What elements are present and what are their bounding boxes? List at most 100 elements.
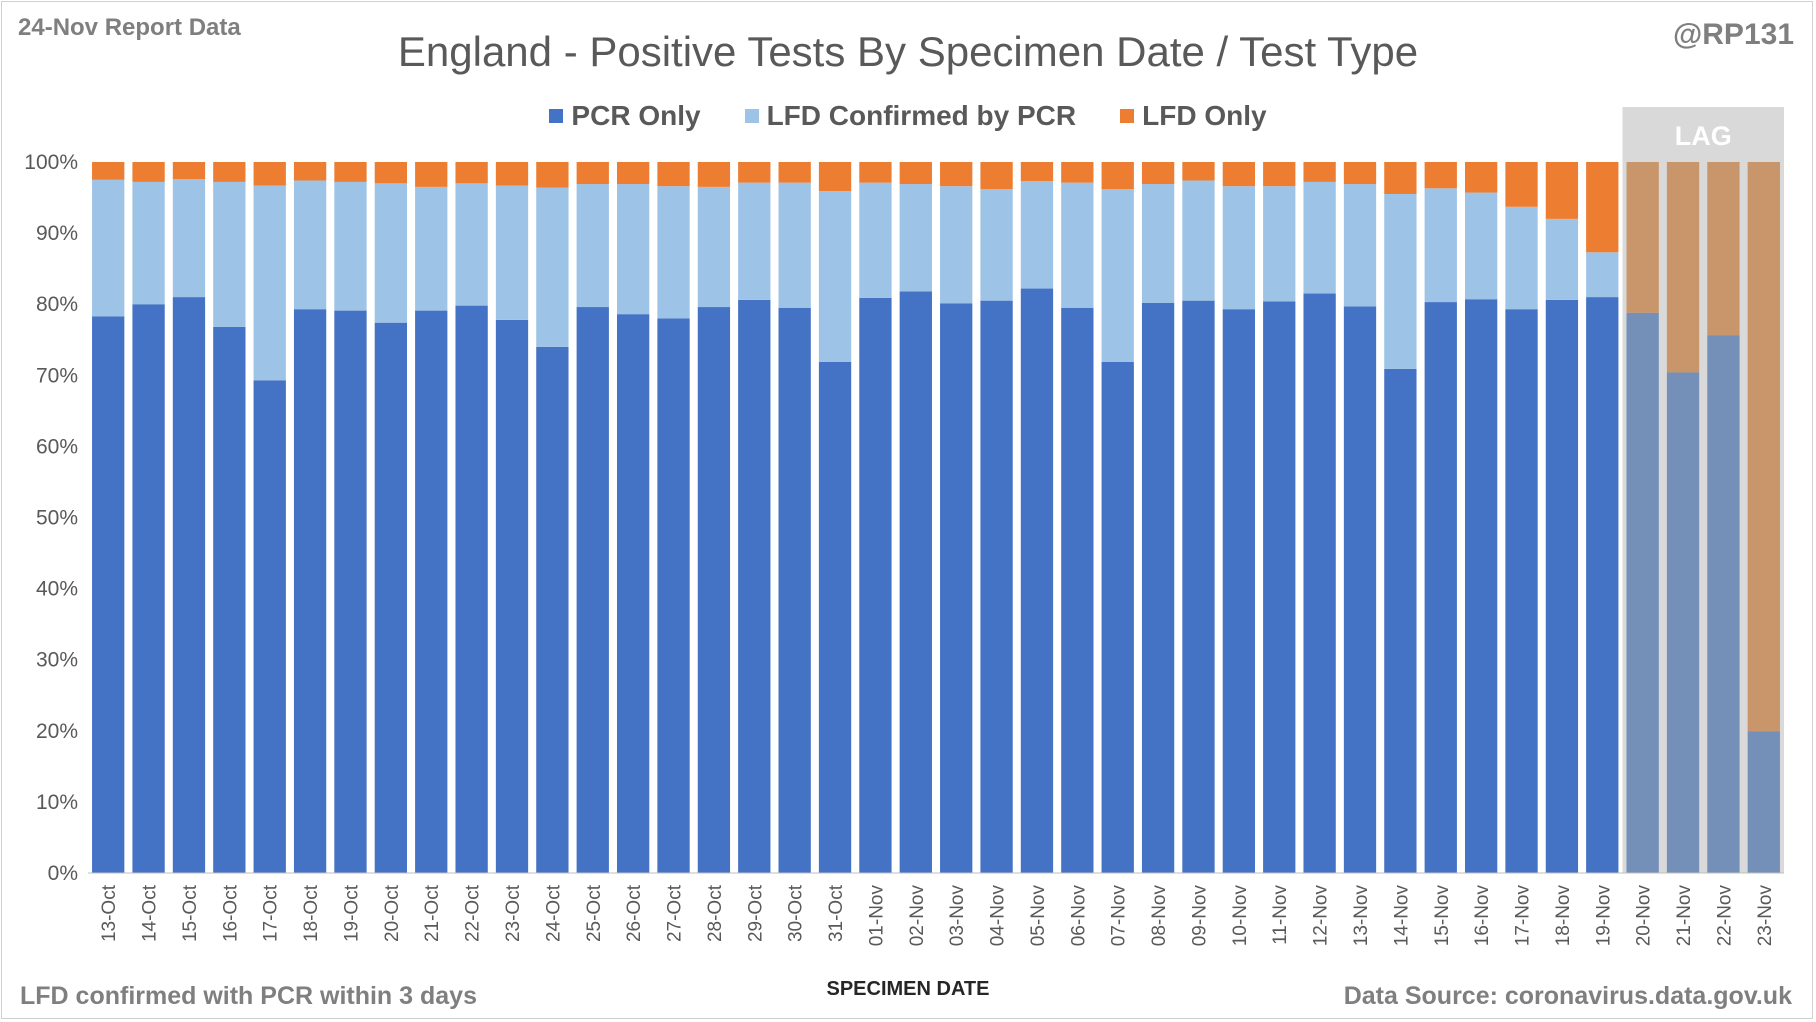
bar-pcr-only: [172, 297, 206, 874]
bar-lfd-confirmed: [778, 182, 811, 308]
bar-lfd-only: [1626, 162, 1659, 313]
data-source: Data Source: coronavirus.data.gov.uk: [1343, 982, 1792, 1010]
x-tick-label: 06-Nov: [1068, 885, 1089, 947]
bar-lfd-only: [899, 162, 932, 185]
x-tick-label: 22-Oct: [463, 884, 484, 942]
x-tick-label: 30-Oct: [786, 884, 807, 942]
x-tick-label: 04-Nov: [988, 885, 1009, 947]
bar-pcr-only: [1707, 335, 1740, 873]
x-tick-label: 29-Oct: [745, 884, 766, 942]
bar-pcr-only: [1666, 372, 1700, 873]
bar-lfd-confirmed: [1101, 189, 1134, 362]
x-tick-label: 27-Oct: [665, 884, 686, 942]
legend-swatch-lfd-only: [1120, 109, 1135, 123]
bar-lfd-confirmed: [455, 183, 488, 306]
y-tick-label: 80%: [36, 293, 78, 316]
bar-lfd-only: [1222, 162, 1256, 187]
bar-pcr-only: [818, 361, 852, 873]
bar-pcr-only: [1101, 361, 1134, 873]
bar-lfd-only: [1303, 162, 1336, 182]
y-tick-label: 30%: [36, 649, 78, 672]
bar-pcr-only: [738, 299, 771, 874]
bar-lfd-confirmed: [1384, 193, 1417, 369]
bar-lfd-only: [1141, 162, 1175, 185]
x-tick-label: 13-Oct: [99, 884, 120, 942]
bar-pcr-only: [1343, 306, 1377, 873]
chart-title: England - Positive Tests By Specimen Dat…: [397, 28, 1419, 75]
bar-pcr-only: [1586, 297, 1619, 874]
bar-lfd-confirmed: [293, 180, 327, 310]
bar-lfd-confirmed: [92, 179, 125, 317]
bar-lfd-only: [1343, 162, 1377, 185]
x-tick-label: 17-Nov: [1513, 885, 1534, 947]
bar-pcr-only: [859, 297, 892, 873]
bar-lfd-confirmed: [374, 183, 408, 323]
bar-lfd-only: [132, 162, 165, 182]
x-tick-label: 03-Nov: [947, 885, 968, 947]
bar-lfd-confirmed: [1586, 252, 1619, 298]
bar-pcr-only: [374, 322, 408, 873]
bar-lfd-confirmed: [1263, 186, 1296, 302]
bar-lfd-confirmed: [1141, 184, 1175, 303]
chart-legend: PCR Only LFD Confirmed by PCR LFD Only: [0, 100, 1816, 132]
bar-lfd-only: [1747, 162, 1780, 732]
bar-pcr-only: [455, 305, 488, 873]
report-date-label: 24-Nov Report Data: [18, 14, 241, 41]
bar-lfd-only: [1384, 162, 1417, 194]
x-tick-label: 16-Nov: [1472, 885, 1493, 947]
x-tick-label: 26-Oct: [624, 884, 645, 942]
y-tick-label: 100%: [24, 151, 78, 174]
legend-item-lfd-confirmed: LFD Confirmed by PCR: [744, 100, 1076, 132]
bar-pcr-only: [697, 307, 731, 873]
bar-lfd-only: [1424, 162, 1457, 189]
x-tick-label: 13-Nov: [1351, 885, 1372, 947]
x-tick-label: 10-Nov: [1230, 885, 1251, 947]
x-tick-label: 18-Nov: [1553, 885, 1574, 947]
y-tick-label: 10%: [36, 791, 78, 814]
bar-lfd-only: [1505, 162, 1538, 207]
bar-lfd-only: [293, 162, 327, 181]
bar-lfd-confirmed: [253, 185, 286, 381]
x-tick-label: 23-Nov: [1755, 885, 1776, 947]
bar-pcr-only: [92, 316, 125, 873]
bar-lfd-confirmed: [1464, 192, 1498, 300]
x-tick-label: 20-Nov: [1634, 885, 1655, 947]
bar-pcr-only: [1464, 299, 1498, 873]
bar-pcr-only: [980, 300, 1013, 873]
x-tick-label: 19-Oct: [341, 884, 362, 942]
bar-lfd-only: [818, 162, 852, 192]
bar-lfd-only: [859, 162, 892, 183]
x-tick-label: 28-Oct: [705, 884, 726, 942]
x-tick-label: 11-Nov: [1270, 885, 1291, 945]
x-tick-label: 14-Oct: [140, 884, 161, 942]
bar-pcr-only: [1384, 368, 1417, 873]
bar-lfd-confirmed: [657, 186, 690, 319]
bar-lfd-confirmed: [172, 179, 206, 298]
y-tick-label: 50%: [36, 507, 78, 530]
bar-lfd-confirmed: [132, 181, 165, 305]
bar-lfd-confirmed: [616, 184, 650, 315]
bar-lfd-confirmed: [536, 187, 569, 347]
bar-pcr-only: [293, 309, 327, 873]
bar-lfd-confirmed: [495, 185, 529, 320]
bar-lfd-only: [253, 162, 286, 186]
bar-pcr-only: [1061, 307, 1094, 873]
bar-pcr-only: [778, 307, 811, 873]
bar-pcr-only: [1626, 312, 1659, 873]
bar-lfd-only: [334, 162, 367, 182]
x-tick-label: 25-Oct: [584, 884, 605, 942]
bar-lfd-confirmed: [1343, 184, 1377, 307]
bar-pcr-only: [1747, 731, 1780, 873]
lag-label: LAG: [1675, 121, 1732, 151]
bar-lfd-only: [1545, 162, 1579, 219]
bar-lfd-confirmed: [334, 181, 367, 311]
bar-pcr-only: [415, 310, 448, 873]
bar-pcr-only: [1545, 299, 1579, 874]
bar-lfd-confirmed: [576, 184, 609, 308]
x-tick-label: 08-Nov: [1149, 885, 1170, 947]
x-tick-label: 23-Oct: [503, 884, 524, 942]
footnote: LFD confirmed with PCR within 3 days: [20, 982, 477, 1010]
bar-pcr-only: [1222, 309, 1256, 873]
